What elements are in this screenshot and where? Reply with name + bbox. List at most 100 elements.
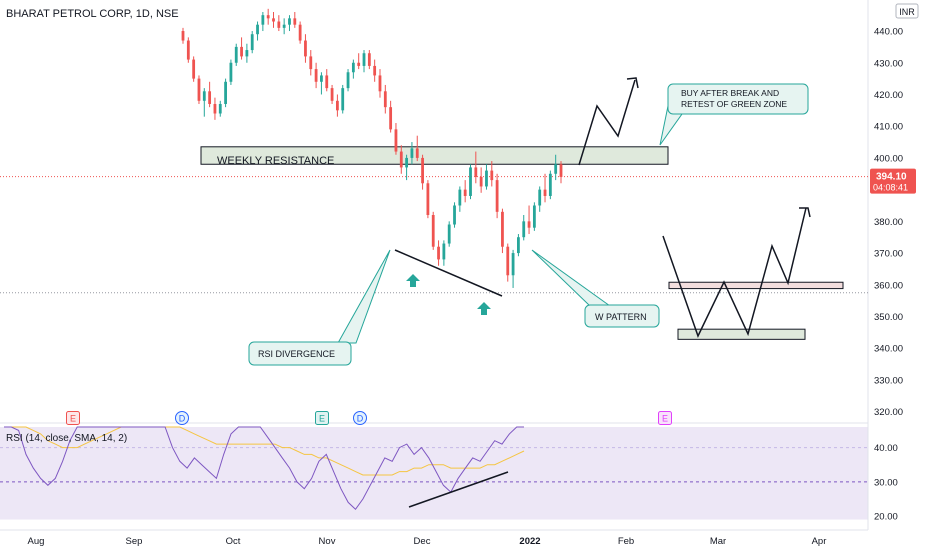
event-marker[interactable]: E bbox=[315, 411, 329, 425]
candle[interactable] bbox=[383, 84, 387, 114]
buy-note-line2: RETEST OF GREEN ZONE bbox=[681, 99, 787, 109]
candle-body bbox=[293, 18, 297, 25]
candle[interactable] bbox=[378, 69, 382, 98]
candle[interactable] bbox=[229, 59, 233, 85]
w-pattern-label: W PATTERN bbox=[595, 312, 647, 322]
candle[interactable] bbox=[213, 97, 217, 120]
price-axis[interactable]: 440.00430.00420.00410.00400.00390.00380.… bbox=[874, 27, 903, 419]
candle[interactable] bbox=[325, 69, 329, 92]
candle[interactable] bbox=[458, 186, 462, 212]
candle[interactable] bbox=[495, 173, 499, 219]
candle[interactable] bbox=[197, 75, 201, 104]
candle[interactable] bbox=[266, 8, 270, 25]
candle[interactable] bbox=[554, 154, 558, 181]
candle[interactable] bbox=[192, 56, 196, 82]
price-tick-label: 430.00 bbox=[874, 58, 903, 69]
candle-body bbox=[511, 253, 515, 276]
candle[interactable] bbox=[517, 234, 520, 257]
event-marker[interactable]: D bbox=[175, 411, 189, 425]
candle[interactable] bbox=[288, 15, 291, 32]
candle[interactable] bbox=[485, 164, 488, 190]
candle[interactable] bbox=[240, 37, 243, 60]
candle[interactable] bbox=[522, 215, 526, 241]
candles[interactable] bbox=[181, 8, 563, 288]
rsi-title[interactable]: RSI (14, close, SMA, 14, 2) bbox=[6, 433, 127, 444]
candle[interactable] bbox=[282, 18, 286, 35]
candle[interactable] bbox=[304, 34, 307, 63]
candle[interactable] bbox=[469, 164, 472, 200]
candle[interactable] bbox=[421, 154, 424, 190]
candle[interactable] bbox=[256, 21, 259, 41]
symbol-title[interactable]: BHARAT PETROL CORP, 1D, NSE bbox=[6, 8, 179, 20]
event-marker[interactable]: E bbox=[66, 411, 80, 425]
candle[interactable] bbox=[511, 249, 515, 288]
candle[interactable] bbox=[298, 21, 302, 44]
candle[interactable] bbox=[538, 186, 542, 212]
candle[interactable] bbox=[250, 31, 254, 54]
candle[interactable] bbox=[277, 15, 281, 32]
event-marker[interactable]: D bbox=[353, 411, 367, 425]
currency-badge[interactable] bbox=[895, 3, 919, 19]
candle[interactable] bbox=[335, 94, 339, 117]
candle[interactable] bbox=[543, 173, 547, 203]
event-letter: E bbox=[662, 414, 668, 424]
candle-body bbox=[208, 91, 212, 104]
candle[interactable] bbox=[202, 88, 206, 117]
candle[interactable] bbox=[245, 43, 249, 63]
candle[interactable] bbox=[373, 59, 377, 82]
candle[interactable] bbox=[224, 78, 227, 108]
candle[interactable] bbox=[389, 100, 393, 133]
candle[interactable] bbox=[479, 167, 483, 193]
candle[interactable] bbox=[181, 27, 185, 44]
candle[interactable] bbox=[399, 145, 403, 174]
candle[interactable] bbox=[208, 81, 212, 108]
candle[interactable] bbox=[559, 161, 563, 184]
candle[interactable] bbox=[320, 72, 323, 95]
time-axis-label: Feb bbox=[618, 536, 634, 547]
candle[interactable] bbox=[261, 12, 265, 32]
candle[interactable] bbox=[394, 123, 398, 155]
candle[interactable] bbox=[490, 161, 494, 187]
candle[interactable] bbox=[272, 12, 275, 28]
candle[interactable] bbox=[447, 221, 451, 247]
projected-breakout-arrowhead bbox=[626, 77, 639, 89]
candle[interactable] bbox=[346, 69, 350, 92]
candle[interactable] bbox=[405, 154, 409, 181]
candle[interactable] bbox=[314, 62, 318, 89]
candle[interactable] bbox=[186, 37, 190, 63]
candle[interactable] bbox=[415, 135, 419, 162]
candle[interactable] bbox=[410, 142, 414, 165]
candle[interactable] bbox=[234, 43, 238, 66]
candle[interactable] bbox=[431, 211, 435, 250]
candle[interactable] bbox=[506, 243, 510, 282]
candle-body bbox=[272, 18, 275, 22]
candle[interactable] bbox=[501, 208, 504, 254]
candle[interactable] bbox=[309, 50, 313, 76]
candle[interactable] bbox=[532, 202, 536, 231]
time-axis[interactable]: Aug Sep Oct Nov Dec 2022 Feb Mar Apr bbox=[28, 536, 827, 547]
candle[interactable] bbox=[362, 50, 366, 73]
candle[interactable] bbox=[330, 84, 334, 104]
candle[interactable] bbox=[453, 202, 456, 228]
candle-body bbox=[186, 40, 190, 60]
candle[interactable] bbox=[351, 59, 355, 79]
candle-body bbox=[181, 31, 185, 41]
candle[interactable] bbox=[293, 12, 297, 28]
candle-body bbox=[447, 224, 451, 244]
candle[interactable] bbox=[357, 53, 361, 70]
event-marker[interactable]: E bbox=[658, 411, 672, 425]
event-letter: D bbox=[179, 414, 186, 424]
candle[interactable] bbox=[367, 50, 371, 70]
price-tick-label: 410.00 bbox=[874, 122, 903, 133]
candle[interactable] bbox=[437, 240, 440, 266]
candle[interactable] bbox=[341, 84, 345, 114]
candle[interactable] bbox=[463, 180, 467, 203]
candle-body bbox=[266, 15, 270, 19]
candle[interactable] bbox=[442, 240, 446, 266]
candle[interactable] bbox=[426, 180, 430, 219]
candle[interactable] bbox=[548, 170, 552, 200]
candle[interactable] bbox=[474, 151, 478, 184]
candle[interactable] bbox=[218, 100, 222, 117]
candle[interactable] bbox=[527, 205, 531, 235]
